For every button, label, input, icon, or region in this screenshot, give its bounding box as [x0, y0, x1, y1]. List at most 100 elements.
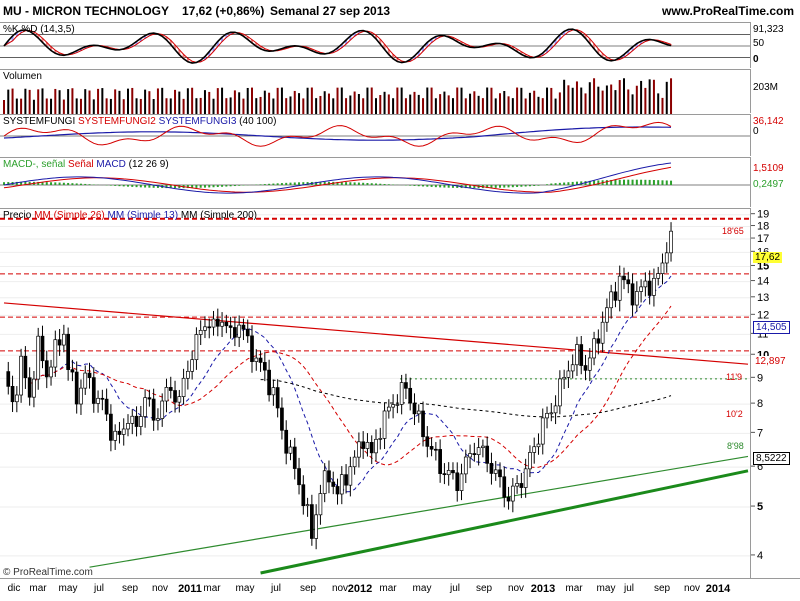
candle-body — [87, 372, 92, 378]
candle-body — [267, 369, 271, 396]
volume-bar — [203, 90, 206, 114]
volume-bar — [302, 98, 305, 114]
candle-body — [203, 326, 207, 331]
candle-body — [605, 307, 609, 323]
candle-body — [553, 405, 558, 414]
candle-body — [262, 362, 267, 371]
volume-plot — [3, 78, 673, 114]
stochastic-pane[interactable]: %K %D (14,3,5) — [0, 22, 750, 69]
candle-body — [186, 370, 190, 379]
candle-body — [109, 413, 113, 441]
volume-bar — [289, 96, 292, 114]
time-tick-label: nov — [683, 583, 701, 594]
candle-body — [100, 397, 105, 400]
volume-bar — [109, 98, 112, 114]
candle-body — [459, 473, 464, 491]
time-tick-label: 2013 — [530, 583, 556, 595]
candle-body — [643, 280, 648, 288]
candle-body — [220, 321, 224, 327]
candle-body — [258, 357, 263, 363]
volume-bar — [92, 99, 95, 114]
price-label-part: (Simple 200) — [200, 210, 257, 221]
volume-bar — [144, 89, 147, 114]
volume-label: Volumen — [3, 71, 42, 82]
trend-line — [260, 469, 749, 575]
volume-bar — [541, 98, 544, 114]
site-url[interactable]: www.ProRealTime.com — [662, 4, 795, 18]
systemfungi-label: SYSTEMFUNGI SYSTEMFUNGI2 SYSTEMFUNGI3 (4… — [3, 116, 276, 127]
volume-bar — [135, 98, 138, 114]
volume-bar — [340, 87, 343, 114]
price-tick-label: 5 — [757, 501, 763, 513]
candle-body — [523, 468, 528, 488]
candle-body — [558, 378, 562, 407]
volume-bar — [404, 98, 407, 114]
candle-body — [664, 252, 669, 264]
time-tick-label: jul — [449, 583, 461, 594]
volume-bar — [251, 87, 253, 114]
volume-bar — [229, 97, 232, 114]
macd-pane[interactable]: MACD-, señal Señal MACD (12 26 9) — [0, 157, 750, 208]
candle-body — [429, 446, 434, 450]
candle-body — [570, 364, 575, 372]
candle-body — [224, 321, 229, 327]
candle-body — [96, 397, 100, 404]
candle-body — [575, 344, 579, 366]
volume-bar — [319, 95, 322, 114]
candle-body — [532, 446, 537, 453]
volume-bar — [285, 98, 288, 114]
volume-bar — [298, 93, 301, 114]
candle-body — [617, 275, 622, 301]
candle-body — [151, 398, 156, 421]
candle-body — [485, 445, 490, 464]
volume-bar — [584, 93, 587, 114]
price-tick-label: 15 — [757, 260, 769, 272]
price-label-part: MM — [180, 210, 201, 221]
volume-bar — [62, 99, 65, 114]
candle-body — [446, 470, 451, 476]
price-pane[interactable]: Precio MM (Simple 26) MM (Simple 13) MM … — [0, 208, 750, 579]
volume-bar — [156, 88, 159, 114]
candle-body — [339, 474, 344, 495]
volume-bar — [533, 90, 536, 114]
candle-body — [472, 453, 477, 456]
macd-label-part: (12 26 9) — [128, 159, 169, 170]
sf-label-part: SYSTEMFUNGI2 — [78, 116, 159, 127]
level-label-1865: 18'65 — [722, 226, 744, 236]
volume-bar — [323, 91, 326, 114]
price-tick-label: 12 — [757, 309, 769, 321]
volume-bar — [178, 91, 181, 114]
candle-body — [344, 474, 348, 486]
volume-bar — [593, 78, 596, 114]
volume-bar — [259, 96, 262, 114]
volume-bar — [575, 81, 578, 114]
candle-body — [36, 335, 41, 380]
volume-bar — [88, 90, 91, 114]
price-plot — [0, 214, 750, 575]
time-tick-label: 2014 — [705, 583, 731, 595]
systemfungi-pane[interactable]: SYSTEMFUNGI SYSTEMFUNGI2 SYSTEMFUNGI3 (4… — [0, 114, 750, 157]
volume-bar — [473, 91, 476, 114]
volume-bar — [550, 87, 553, 114]
volume-bar — [208, 91, 211, 114]
mm13-tag: 14,505 — [753, 321, 790, 334]
candle-body — [669, 230, 673, 254]
volume-bar — [567, 85, 570, 114]
volume-bar — [614, 90, 617, 114]
volume-bar — [357, 93, 360, 114]
volume-bar — [20, 98, 23, 114]
volume-bar — [503, 91, 506, 114]
candle-body — [365, 441, 370, 449]
price-tick-label: 14 — [757, 276, 769, 288]
volume-pane[interactable]: Volumen — [0, 69, 750, 114]
candle-body — [656, 273, 661, 279]
volume-bar — [246, 87, 249, 114]
candle-body — [468, 453, 472, 458]
volume-bar — [362, 98, 365, 114]
candle-body — [493, 469, 498, 474]
volume-axis: 203M — [750, 69, 800, 113]
candle-body — [53, 339, 58, 368]
volume-bar — [588, 82, 591, 114]
volume-bar — [242, 98, 245, 114]
volume-bar — [524, 98, 527, 114]
